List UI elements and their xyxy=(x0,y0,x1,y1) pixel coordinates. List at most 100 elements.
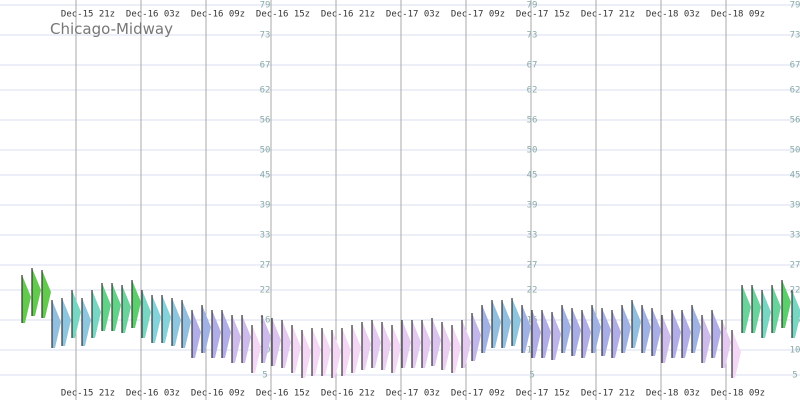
y-tick-label: 73 xyxy=(790,31,800,41)
y-tick-label: 79 xyxy=(527,1,538,11)
temperature-mark xyxy=(22,275,31,323)
y-tick-label: 73 xyxy=(260,31,271,41)
temperature-mark xyxy=(622,305,631,353)
temperature-mark xyxy=(252,325,261,373)
x-label-bottom: Dec-18 03z xyxy=(646,389,700,399)
temperature-mark xyxy=(182,300,191,348)
marks xyxy=(21,268,800,378)
y-tick-label: 39 xyxy=(260,201,271,211)
temperature-mark xyxy=(152,295,161,343)
x-label-bottom: Dec-15 21z xyxy=(61,389,115,399)
temperature-mark xyxy=(612,310,621,358)
temperature-mark xyxy=(202,305,211,353)
y-tick-label: 33 xyxy=(260,231,271,241)
temperature-mark xyxy=(82,298,91,346)
temperature-mark xyxy=(472,313,481,361)
y-tick-label: 79 xyxy=(790,1,800,11)
y-tick-label: 45 xyxy=(527,171,538,181)
temperature-mark xyxy=(442,322,451,370)
y-tick-label: 33 xyxy=(527,231,538,241)
temperature-mark xyxy=(92,290,101,338)
temperature-mark xyxy=(262,315,271,363)
temperature-mark xyxy=(582,310,591,358)
temperature-mark xyxy=(432,318,441,366)
x-label-top: Dec-16 15z xyxy=(256,10,310,20)
y-tick-label: 22 xyxy=(527,286,538,296)
temperature-mark xyxy=(602,308,611,356)
y-tick-label: 50 xyxy=(260,146,271,156)
temperature-mark xyxy=(422,320,431,368)
x-label-top: Dec-17 21z xyxy=(581,10,635,20)
temperature-mark xyxy=(352,325,361,373)
temperature-mark xyxy=(342,328,351,376)
temperature-mark xyxy=(322,328,331,376)
y-tick-label: 22 xyxy=(260,286,271,296)
y-tick-label: 73 xyxy=(527,31,538,41)
temperature-mark xyxy=(632,300,641,348)
y-tick-label: 62 xyxy=(260,86,271,96)
x-label-top: Dec-18 03z xyxy=(646,10,700,20)
y-tick-label: 39 xyxy=(527,201,538,211)
y-tick-label: 22 xyxy=(790,286,800,296)
temperature-mark xyxy=(742,285,751,333)
temperature-mark xyxy=(642,305,651,353)
temperature-mark xyxy=(72,290,81,338)
temperature-mark xyxy=(682,310,691,358)
temperature-mark xyxy=(512,298,521,346)
temperature-mark xyxy=(462,320,471,368)
y-tick-label: 67 xyxy=(790,61,800,71)
temperature-mark xyxy=(282,320,291,368)
y-tick-label: 33 xyxy=(790,231,800,241)
x-label-bottom: Dec-16 15z xyxy=(256,389,310,399)
temperature-mark xyxy=(42,270,51,318)
temperature-mark xyxy=(532,310,541,358)
y-tick-label: 67 xyxy=(527,61,538,71)
x-label-bottom: Dec-18 09z xyxy=(711,389,765,399)
temperature-mark xyxy=(302,330,311,378)
x-label-top: Dec-16 21z xyxy=(321,10,375,20)
temperature-mark xyxy=(772,285,781,333)
temperature-mark xyxy=(102,283,111,331)
x-label-top: Dec-17 15z xyxy=(516,10,570,20)
temperature-mark xyxy=(712,310,721,358)
x-label-top: Dec-16 09z xyxy=(191,10,245,20)
temperature-mark xyxy=(662,315,671,363)
temperature-mark xyxy=(482,305,491,353)
temperature-mark xyxy=(522,305,531,353)
y-tick-label: 5 xyxy=(529,371,534,381)
temperature-mark xyxy=(362,322,371,370)
temperature-mark xyxy=(762,290,771,338)
y-tick-label: 62 xyxy=(790,86,800,96)
temperature-mark xyxy=(142,290,151,338)
temperature-mark xyxy=(572,308,581,356)
temperature-mark xyxy=(372,320,381,368)
y-tick-label: 67 xyxy=(260,61,271,71)
temperature-mark xyxy=(112,283,121,331)
temperature-mark xyxy=(782,280,791,328)
temperature-mark xyxy=(402,320,411,368)
temperature-mark xyxy=(192,310,201,358)
x-label-bottom: Dec-16 21z xyxy=(321,389,375,399)
temperature-mark xyxy=(792,290,800,338)
y-tick-label: 10 xyxy=(790,346,800,356)
x-label-bottom: Dec-17 21z xyxy=(581,389,635,399)
y-tick-label: 62 xyxy=(527,86,538,96)
y-tick-label: 45 xyxy=(260,171,271,181)
temperature-mark xyxy=(652,308,661,356)
temperature-mark xyxy=(52,300,61,348)
x-label-bottom: Dec-16 03z xyxy=(126,389,180,399)
temperature-mark xyxy=(242,315,251,363)
temperature-mark xyxy=(212,310,221,358)
y-tick-label: 50 xyxy=(790,146,800,156)
temperature-mark xyxy=(692,305,701,353)
temperature-mark xyxy=(452,325,461,373)
x-label-bottom: Dec-17 03z xyxy=(386,389,440,399)
temperature-mark xyxy=(702,315,711,363)
temperature-mark xyxy=(592,305,601,353)
temperature-mark xyxy=(332,330,341,378)
temperature-mark xyxy=(542,310,551,358)
x-label-top: Dec-16 03z xyxy=(126,10,180,20)
y-tick-label: 39 xyxy=(790,201,800,211)
temperature-mark xyxy=(132,280,141,328)
